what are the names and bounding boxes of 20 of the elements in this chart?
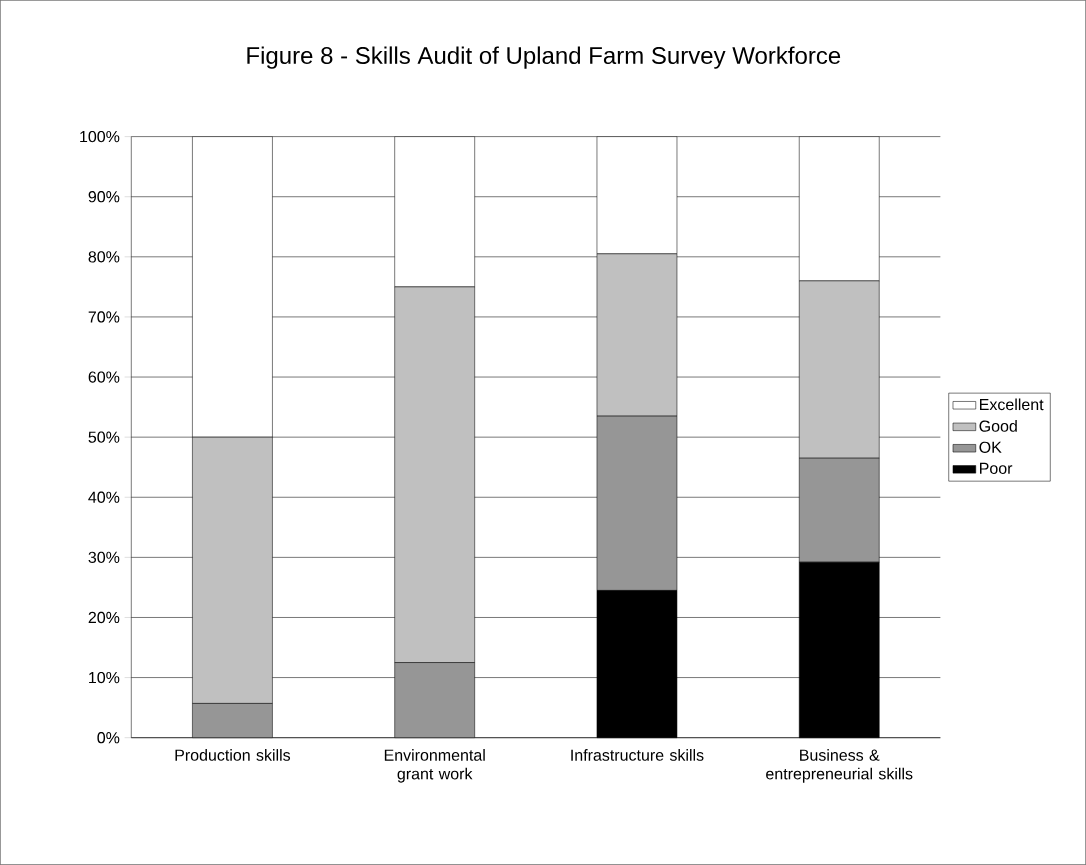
y-tick-label: 80%: [88, 251, 120, 263]
y-tick-label: 50%: [88, 431, 120, 443]
y-tick-label: 40%: [88, 491, 120, 503]
y-tick-label: 20%: [88, 611, 120, 624]
y-tick-label: 10%: [89, 671, 120, 684]
y-tick-label: 100%: [80, 130, 120, 143]
y-tick-label: 90%: [88, 191, 120, 203]
y-tick-label: 60%: [88, 371, 120, 383]
x-tick-label: Business & entrepreneurial skills: [766, 749, 913, 783]
legend-label: OK: [979, 441, 1002, 453]
y-tick-label: 30%: [88, 551, 120, 564]
x-tick-label: Infrastructure skills: [571, 749, 704, 761]
chart-title: Figure 8 - Skills Audit of Upland Farm Survey Workforce: [247, 46, 841, 69]
y-tick-label: 70%: [88, 311, 120, 323]
legend-label: Excellent: [980, 398, 1044, 411]
x-tick-label: Production skills: [175, 749, 291, 761]
legend-label: Poor: [980, 462, 1013, 474]
x-tick-label: Environmental grant work: [384, 749, 485, 783]
legend-label: Good: [979, 420, 1017, 432]
y-tick-label: 0%: [97, 732, 120, 744]
